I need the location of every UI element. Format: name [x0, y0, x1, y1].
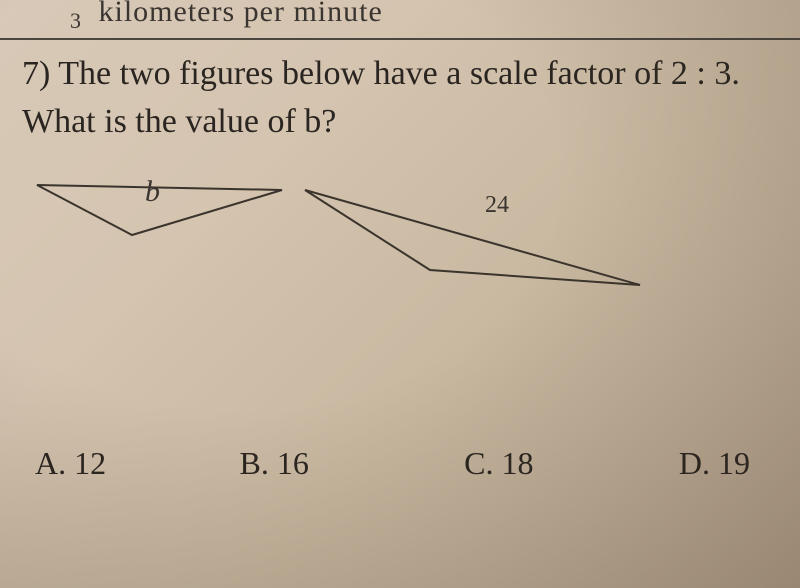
label-b: b — [145, 175, 160, 209]
answer-choices: A. 12 B. 16 C. 18 D. 19 — [30, 445, 770, 482]
worksheet-page: 3 kilometers per minute 7) The two figur… — [0, 0, 800, 588]
label-24: 24 — [485, 192, 509, 219]
partial-text: kilometers per minute — [99, 0, 383, 28]
question-text: 7) The two figures below have a scale fa… — [22, 50, 800, 145]
triangle2-shape — [305, 190, 640, 285]
large-triangle — [295, 175, 655, 305]
choice-b: B. 16 — [239, 445, 308, 482]
question-number: 7) — [22, 55, 50, 92]
small-triangle — [22, 175, 302, 255]
question-line2: What is the value of b? — [22, 103, 336, 140]
question-divider — [0, 38, 800, 40]
choice-d: D. 19 — [679, 445, 750, 482]
figures-container — [0, 175, 800, 355]
fraction-denominator: 3 — [70, 8, 82, 33]
question-line1: The two figures below have a scale facto… — [58, 55, 740, 92]
choice-c: C. 18 — [464, 445, 533, 482]
choice-a: A. 12 — [35, 445, 106, 482]
previous-question-fragment: 3 kilometers per minute — [70, 0, 383, 34]
